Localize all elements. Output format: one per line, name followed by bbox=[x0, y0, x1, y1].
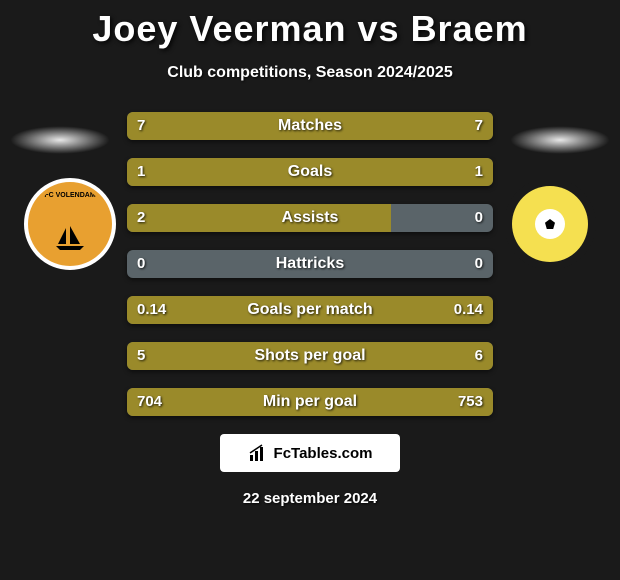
soccer-ball-icon bbox=[535, 209, 565, 239]
stat-row: 704753Min per goal bbox=[127, 388, 493, 416]
sailboat-icon bbox=[52, 226, 88, 250]
page-title: Joey Veerman vs Braem bbox=[0, 0, 620, 50]
stat-label: Goals bbox=[127, 158, 493, 186]
branding-text: FcTables.com bbox=[274, 445, 373, 462]
stat-row: 77Matches bbox=[127, 112, 493, 140]
subtitle: Club competitions, Season 2024/2025 bbox=[0, 64, 620, 82]
stat-label: Min per goal bbox=[127, 388, 493, 416]
date-text: 22 september 2024 bbox=[0, 490, 620, 507]
stat-label: Assists bbox=[127, 204, 493, 232]
club-logo-left: FC VOLENDAM bbox=[24, 178, 116, 270]
player-shadow-right bbox=[510, 126, 610, 154]
stat-row: 0.140.14Goals per match bbox=[127, 296, 493, 324]
club-crest-volendam: FC VOLENDAM bbox=[32, 186, 108, 262]
stat-label: Goals per match bbox=[127, 296, 493, 324]
branding-badge: FcTables.com bbox=[220, 434, 400, 472]
player-shadow-left bbox=[10, 126, 110, 154]
stat-row: 11Goals bbox=[127, 158, 493, 186]
chart-icon bbox=[248, 443, 268, 463]
stat-row: 00Hattricks bbox=[127, 250, 493, 278]
stat-row: 56Shots per goal bbox=[127, 342, 493, 370]
stat-label: Matches bbox=[127, 112, 493, 140]
stat-row: 20Assists bbox=[127, 204, 493, 232]
club-logo-right bbox=[504, 178, 596, 270]
stats-bars: 77Matches 11Goals 20Assists 00Hattricks 0.14… bbox=[127, 112, 493, 416]
club-left-text: FC VOLENDAM bbox=[32, 192, 108, 199]
club-crest-vvv bbox=[512, 186, 588, 262]
stat-label: Shots per goal bbox=[127, 342, 493, 370]
stat-label: Hattricks bbox=[127, 250, 493, 278]
